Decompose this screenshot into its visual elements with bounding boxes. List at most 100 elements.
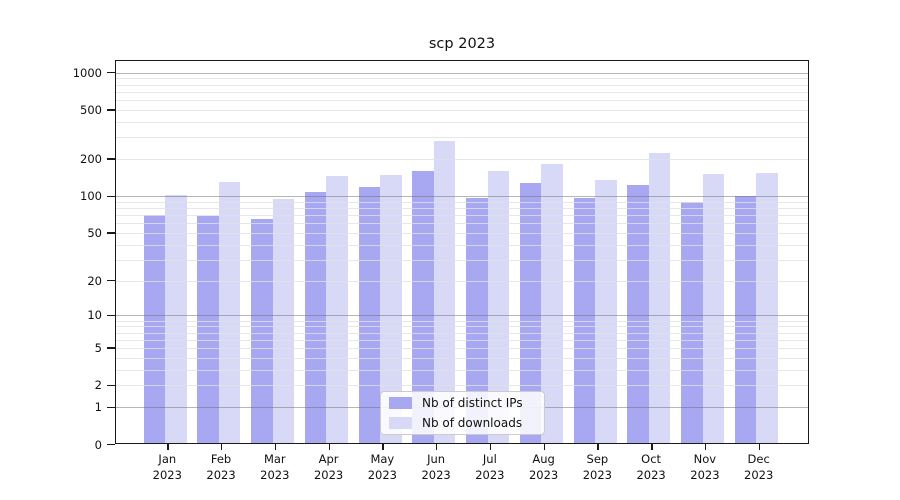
bar-nb-of-downloads-jul	[487, 170, 510, 445]
x-axis-tick-apr	[328, 444, 330, 450]
x-axis-label-aug: Aug 2023	[528, 452, 559, 482]
y-axis-label-100: 100	[80, 189, 102, 204]
gridline-100	[116, 196, 808, 198]
y-axis-label-0: 0	[94, 437, 102, 452]
gridline-80	[116, 208, 808, 210]
y-axis-label-1: 1	[94, 400, 102, 415]
x-axis-tick-jul	[489, 444, 492, 450]
y-axis-tick-100	[107, 195, 115, 197]
gridline-9	[116, 320, 808, 322]
x-axis-tick-dec	[758, 444, 761, 450]
gridline-800	[116, 84, 808, 86]
x-axis-label-jan: Jan 2023	[152, 452, 182, 482]
y-axis-tick-5	[107, 347, 115, 349]
gridline-700	[116, 91, 808, 93]
bar-nb-of-distinct-ips-dec	[734, 196, 757, 445]
y-axis-tick-200	[107, 158, 115, 160]
x-axis-label-feb: Feb 2023	[206, 452, 236, 482]
gridline-1000	[116, 72, 808, 74]
bar-nb-of-downloads-sep	[595, 180, 617, 445]
bar-nb-of-distinct-ips-oct	[627, 185, 649, 445]
gridline-6	[116, 339, 808, 341]
x-axis-label-dec: Dec 2023	[744, 452, 774, 482]
x-axis-tick-feb	[221, 444, 223, 450]
y-axis-tick-1	[107, 406, 115, 408]
bar-nb-of-distinct-ips-apr	[304, 192, 327, 445]
bar-nb-of-downloads-jun	[433, 141, 456, 445]
gridline-10	[116, 315, 808, 317]
bar-nb-of-distinct-ips-nov	[681, 201, 703, 445]
y-axis-tick-20	[107, 280, 115, 282]
y-axis-label-5: 5	[94, 341, 102, 356]
gridline-500	[116, 110, 808, 112]
gridline-300	[116, 137, 808, 139]
x-axis-label-sep: Sep 2023	[582, 452, 613, 482]
bar-nb-of-distinct-ips-jan	[143, 215, 165, 445]
bar-nb-of-downloads-dec	[756, 173, 778, 445]
y-axis-label-10: 10	[87, 308, 102, 323]
gridline-50	[116, 232, 808, 234]
bar-nb-of-downloads-nov	[702, 173, 725, 445]
bar-nb-of-downloads-oct	[648, 152, 671, 445]
bar-nb-of-distinct-ips-feb	[197, 215, 219, 445]
chart-title: scp 2023	[428, 36, 496, 52]
bar-nb-of-downloads-may	[380, 174, 402, 445]
gridline-40	[116, 244, 808, 246]
legend: Nb of distinct IPs Nb of downloads	[380, 391, 545, 435]
legend-label-downloads: Nb of downloads	[422, 416, 523, 430]
x-axis-tick-sep	[597, 444, 599, 450]
x-axis-label-mar: Mar 2023	[260, 452, 290, 482]
bar-nb-of-distinct-ips-jun	[412, 171, 434, 445]
y-axis-tick-500	[107, 109, 115, 111]
y-axis-tick-10	[107, 314, 115, 317]
y-axis-tick-1000	[107, 72, 115, 74]
x-axis-label-jun: Jun 2023	[421, 452, 451, 482]
y-axis-tick-50	[107, 232, 115, 234]
y-axis-label-50: 50	[87, 225, 102, 240]
y-axis-label-2: 2	[94, 378, 102, 393]
bar-nb-of-distinct-ips-aug	[519, 183, 542, 445]
gridline-5	[116, 348, 808, 350]
x-axis-tick-oct	[651, 444, 653, 450]
y-axis-label-500: 500	[80, 103, 102, 118]
x-axis-label-nov: Nov 2023	[690, 452, 720, 482]
x-axis-label-jul: Jul 2023	[475, 452, 505, 482]
x-axis-tick-jun	[436, 444, 438, 450]
gridline-2	[116, 385, 808, 387]
legend-label-distinct-ips: Nb of distinct IPs	[422, 396, 523, 410]
gridline-4	[116, 357, 808, 359]
gridline-900	[116, 78, 808, 80]
legend-swatch-distinct-ips	[389, 397, 412, 409]
gridline-400	[116, 122, 808, 124]
bar-nb-of-downloads-apr	[326, 176, 348, 445]
bar-nb-of-downloads-jan	[165, 194, 187, 445]
bar-nb-of-downloads-feb	[218, 182, 241, 445]
legend-swatch-downloads	[389, 417, 412, 429]
legend-item-downloads: Nb of downloads	[389, 415, 536, 432]
gridline-600	[116, 100, 808, 102]
gridline-200	[116, 159, 808, 161]
bar-nb-of-downloads-aug	[541, 164, 563, 445]
y-axis-label-200: 200	[80, 152, 102, 167]
gridline-7	[116, 332, 808, 334]
gridline-8	[116, 326, 808, 328]
gridline-60	[116, 223, 808, 225]
gridline-90	[116, 201, 808, 203]
x-axis-label-apr: Apr 2023	[313, 452, 344, 482]
gridline-70	[116, 215, 808, 217]
legend-item-distinct-ips: Nb of distinct IPs	[389, 395, 536, 412]
y-axis-tick-2	[107, 384, 115, 387]
x-axis-label-may: May 2023	[367, 452, 397, 482]
x-axis-tick-jan	[167, 444, 169, 450]
x-axis-tick-may	[382, 444, 384, 450]
y-axis-tick-0	[107, 443, 115, 446]
gridline-30	[116, 259, 808, 261]
x-axis-tick-mar	[274, 444, 277, 450]
x-axis-tick-nov	[704, 444, 707, 450]
gridline-3	[116, 369, 808, 371]
bar-nb-of-distinct-ips-mar	[251, 219, 273, 445]
y-axis-label-20: 20	[87, 273, 102, 288]
y-axis-label-1000: 1000	[72, 65, 102, 80]
x-axis-tick-aug	[543, 444, 545, 450]
